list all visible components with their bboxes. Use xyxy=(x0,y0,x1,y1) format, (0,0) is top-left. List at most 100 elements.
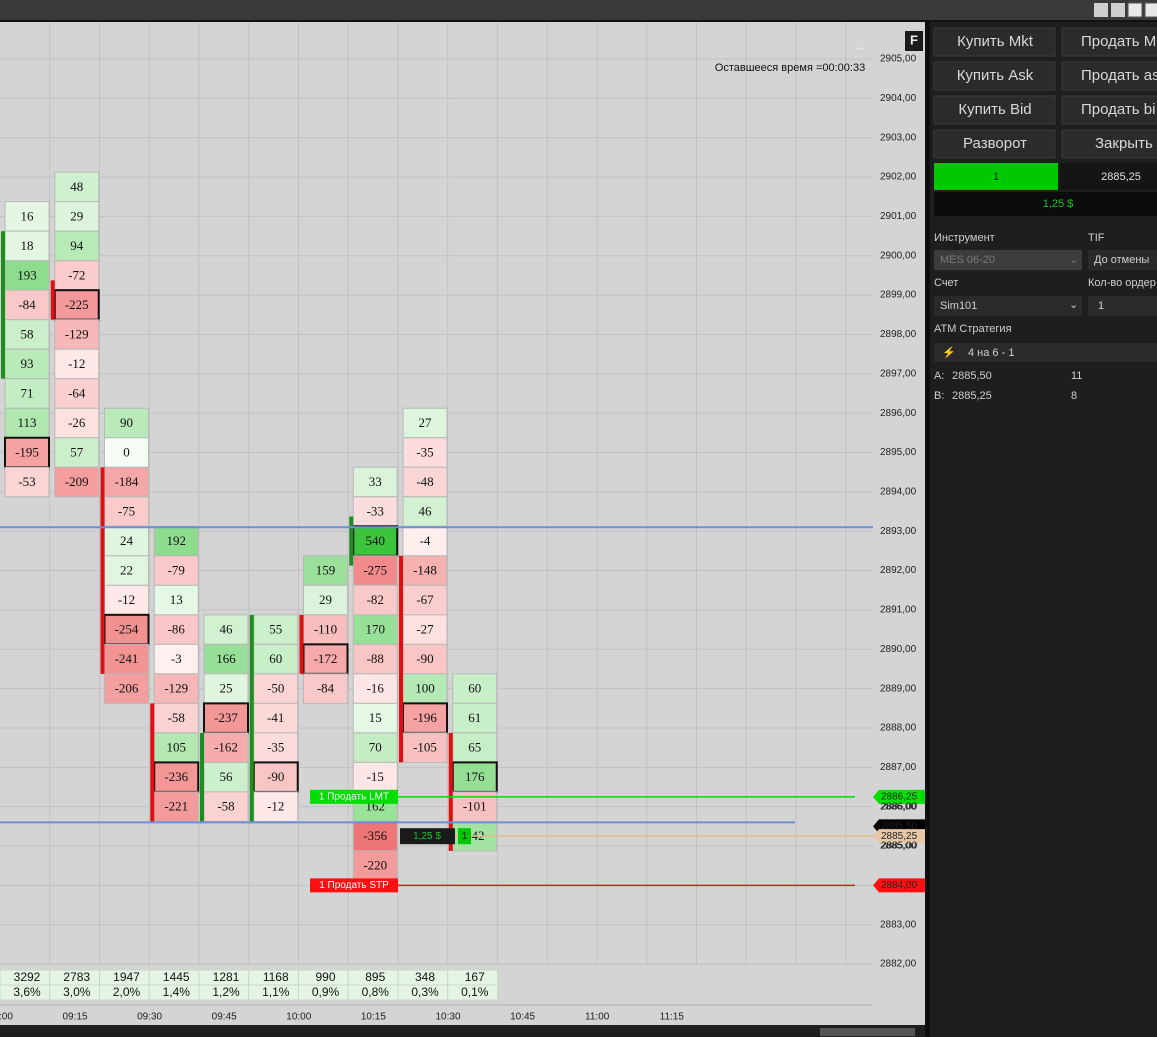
footprint-cell xyxy=(203,643,249,675)
title-bar xyxy=(0,0,1157,20)
cell-value: -35 xyxy=(267,740,284,755)
cell-value: -84 xyxy=(18,297,36,312)
button[interactable] xyxy=(933,27,1056,57)
y-tick-label: 2889,00 xyxy=(880,683,917,694)
percent-value: 3,0% xyxy=(63,985,91,999)
cell-value: 29 xyxy=(70,208,83,223)
cell-value: 33 xyxy=(369,474,382,489)
price-marker-label: 2885,25 xyxy=(881,831,918,842)
cell-value: -129 xyxy=(65,326,89,341)
cell-value: 70 xyxy=(369,740,382,755)
total-value: 3292 xyxy=(14,970,41,984)
footprint-cell xyxy=(153,555,199,586)
total-value: 167 xyxy=(465,970,485,984)
cell-value: 71 xyxy=(21,385,34,400)
button[interactable] xyxy=(1061,61,1157,91)
cell-value: 176 xyxy=(465,769,485,784)
y-tick-label: 2888,00 xyxy=(880,723,917,734)
window-button[interactable] xyxy=(1094,3,1108,17)
button[interactable] xyxy=(933,129,1056,159)
price-marker-label: 2885,00 xyxy=(881,841,918,852)
footprint-cell xyxy=(203,673,249,704)
percent-value: 1,2% xyxy=(212,985,240,999)
button-label[interactable]: Купить Mkt xyxy=(957,33,1034,50)
cell-value: 65 xyxy=(468,740,481,755)
y-tick-label: 2890,00 xyxy=(880,644,917,655)
order-label[interactable]: 1 Продать LMT xyxy=(319,791,389,802)
button-label[interactable]: Купить Ask xyxy=(957,67,1034,84)
cell-value: -356 xyxy=(363,828,387,843)
button-label[interactable]: Купить Bid xyxy=(958,101,1031,118)
y-tick-label: 2892,00 xyxy=(880,565,917,576)
account-select[interactable] xyxy=(934,296,1082,316)
f-button[interactable] xyxy=(905,31,923,51)
tif-select[interactable] xyxy=(1088,250,1157,270)
button-label[interactable]: Продать as xyxy=(1081,67,1157,84)
cell-value: -196 xyxy=(413,710,437,725)
button-label[interactable]: Разворот xyxy=(963,135,1027,152)
instrument-select[interactable] xyxy=(934,250,1082,270)
account[interactable]: Sim101 xyxy=(940,300,977,312)
f-button-label[interactable]: F xyxy=(910,32,918,47)
button[interactable] xyxy=(1061,27,1157,57)
minimize-button[interactable] xyxy=(1127,2,1143,18)
field-label: АТМ Стратегия xyxy=(934,323,1012,335)
atm-select[interactable] xyxy=(934,343,1157,362)
candle-body xyxy=(249,614,254,822)
footprint-cell xyxy=(352,614,398,645)
button[interactable] xyxy=(1061,129,1157,159)
ask-size: 11 xyxy=(1071,370,1082,382)
tif[interactable]: До отмены xyxy=(1094,254,1149,266)
footprint-cell xyxy=(104,407,149,439)
button-label[interactable]: Продать bi xyxy=(1081,101,1155,118)
maximize-button[interactable] xyxy=(1144,2,1157,18)
cell-value: -33 xyxy=(367,504,384,519)
x-tick-label: 09:15 xyxy=(62,1012,87,1023)
price-marker xyxy=(873,829,925,844)
atm[interactable]: 4 на 6 - 1 xyxy=(968,347,1014,359)
footprint-cell xyxy=(104,496,149,527)
cell-value: -67 xyxy=(416,592,434,607)
button[interactable] xyxy=(1061,95,1157,125)
qty-input[interactable] xyxy=(1088,296,1157,316)
cell-value: -12 xyxy=(118,592,135,607)
y-tick-label: 2905,00 xyxy=(880,54,917,65)
cell-value: -241 xyxy=(115,651,139,666)
cell-value: -26 xyxy=(68,415,86,430)
y-tick-label: 2903,00 xyxy=(880,132,917,143)
y-tick-label: 2883,00 xyxy=(880,919,917,930)
total-value: 1168 xyxy=(263,970,289,984)
button-label[interactable]: Продать Mk xyxy=(1081,33,1157,50)
cell-value: 166 xyxy=(216,651,236,666)
cell-value: -225 xyxy=(65,297,89,312)
footprint-cell xyxy=(54,260,100,291)
total-value: 895 xyxy=(365,970,385,984)
cell-value: -275 xyxy=(363,563,387,578)
footprint-cell xyxy=(4,230,50,262)
dropdown-arrow[interactable]: ⌄ xyxy=(1069,254,1078,266)
scrollbar[interactable] xyxy=(0,1025,925,1037)
button[interactable] xyxy=(933,61,1056,91)
footprint-cell xyxy=(352,820,398,852)
title-bar-edge xyxy=(0,20,1157,22)
button[interactable] xyxy=(933,95,1056,125)
scroll-thumb[interactable] xyxy=(820,1028,915,1036)
footprint-cell xyxy=(54,348,100,380)
x-tick-label: 11:00 xyxy=(585,1012,610,1023)
footprint-cell xyxy=(402,555,448,586)
panel-bg xyxy=(930,22,1157,1037)
footprint-cell xyxy=(153,584,199,616)
instrument[interactable]: MES 06-20 xyxy=(940,254,995,266)
footprint-cell xyxy=(53,289,100,321)
button-label[interactable]: Закрыть xyxy=(1095,135,1153,152)
cell-value: -209 xyxy=(65,474,89,489)
order-tag xyxy=(310,878,398,893)
qty[interactable]: 1 xyxy=(1098,300,1104,312)
candle-body xyxy=(50,280,55,320)
window-button[interactable] xyxy=(1111,3,1125,17)
cell-value: 90 xyxy=(120,415,133,430)
order-label[interactable]: 1 Продать STP xyxy=(319,880,389,891)
cell-value: -16 xyxy=(367,681,385,696)
percent-value: 0,1% xyxy=(461,985,489,999)
dropdown-arrow[interactable]: ⌄ xyxy=(1069,299,1078,311)
